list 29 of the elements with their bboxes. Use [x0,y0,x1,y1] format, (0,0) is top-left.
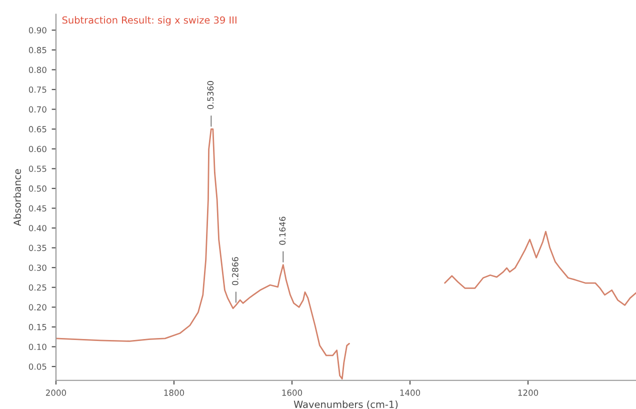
annotation: 0.5360 [207,81,214,110]
y-tick-label: 0.70 [28,106,46,113]
chart-title: Subtraction Result: sig x swize 39 III [62,16,236,26]
y-tick-label: 0.30 [28,264,46,271]
annotation: 0.1646 [279,216,286,245]
y-tick-label: 0.35 [28,244,46,252]
y-tick-label: 0.25 [28,284,46,291]
y-tick-label: 0.15 [28,324,46,330]
y-tick-label: 0.05 [28,364,46,370]
y-tick-label: 0.85 [28,46,46,54]
y-tick-label: 0.55 [28,166,46,172]
y-tick-label: 0.80 [28,66,46,73]
x-tick-label: 1200 [518,390,538,396]
y-tick-label: 0.45 [28,205,46,212]
y-tick-label: 0.65 [28,126,46,132]
y-tick-label: 0.20 [28,304,46,310]
annotation: 0.2866 [232,257,238,286]
y-tick-label: 0.10 [28,344,46,350]
y-tick-label: 0.50 [28,185,46,192]
y-tick-label: 0.60 [28,146,46,152]
y-tick-label: 0.40 [28,224,46,232]
x-tick-label: 1400 [400,390,420,396]
y-tick-label: 0.75 [28,86,46,93]
y-tick-label: 0.90 [28,27,46,34]
x-tick-label: 2000 [46,390,66,396]
x-tick-label: 1800 [164,390,184,396]
y-axis-title: Absorbance [13,169,21,226]
x-tick-label: 1600 [282,390,302,396]
x-axis-title: Wavenumbers (cm-1) [294,400,398,409]
